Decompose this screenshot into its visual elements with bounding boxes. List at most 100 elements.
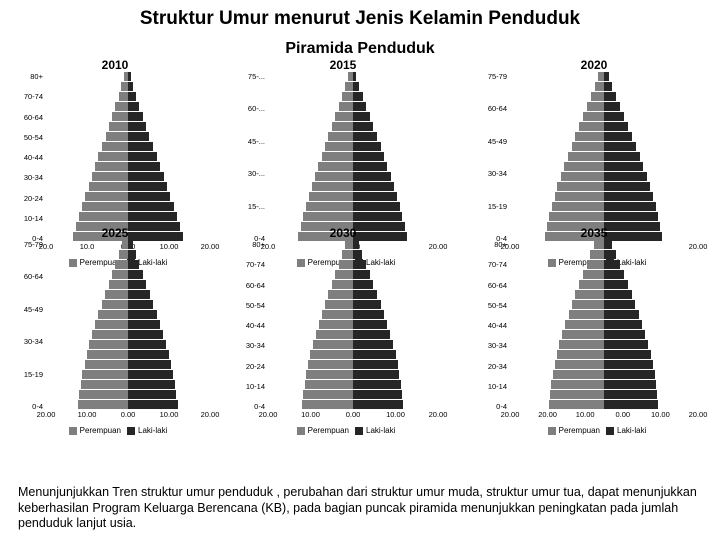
x-axis-label: 0.00 <box>346 410 361 419</box>
bar-female <box>339 260 353 269</box>
y-axis-label: 75-79 <box>10 240 43 250</box>
bar-female <box>325 300 353 309</box>
bar-male <box>604 260 620 269</box>
bar-male <box>128 320 160 329</box>
bar-male <box>604 152 640 161</box>
bar-male <box>353 310 384 319</box>
bar-female <box>557 350 604 359</box>
bar-male <box>604 400 658 409</box>
bar-male <box>353 400 403 409</box>
bar-male <box>604 340 648 349</box>
y-axis-label: 30-34 <box>238 341 265 351</box>
y-axis-label: 80+ <box>238 240 265 250</box>
bar-male <box>128 250 136 259</box>
y-axis-label: 40-44 <box>238 321 265 331</box>
bar-female <box>569 310 604 319</box>
y-axis-label: 30-34 <box>10 337 43 347</box>
bar-female <box>119 92 128 101</box>
pyramid-plot: 80+70-7460-6450-5440-4430-3420-3410-140-… <box>480 240 708 410</box>
pyramid-plot: 80+70-7460-6450-5440-4430-3420-2410-140-… <box>10 72 220 242</box>
legend-label-male: Laki-laki <box>366 426 395 435</box>
y-axis-label: 60-64 <box>480 281 507 291</box>
bar-female <box>306 202 353 211</box>
bar-male <box>353 152 384 161</box>
bar-male <box>128 350 169 359</box>
y-axis-label: 70-74 <box>480 260 507 270</box>
bar-male <box>128 72 131 81</box>
bar-female <box>87 350 128 359</box>
bar-male <box>604 112 624 121</box>
y-axis-label: 20-24 <box>238 362 265 372</box>
bar-male <box>353 300 381 309</box>
bar-female <box>332 122 353 131</box>
bar-female <box>115 102 128 111</box>
bar-female <box>109 280 128 289</box>
bar-male <box>353 320 387 329</box>
bar-male <box>353 270 370 279</box>
bar-female <box>564 162 604 171</box>
pyramid-title: 2015 <box>238 58 448 72</box>
bar-female <box>319 320 353 329</box>
bar-female <box>95 162 128 171</box>
y-axis-label: 10-14 <box>238 382 265 392</box>
bar-female <box>309 192 353 201</box>
page-subtitle: Piramida Penduduk <box>0 40 720 58</box>
y-axis-label: 60-64 <box>480 104 507 114</box>
pyramid-y2010: 201080+70-7460-6450-5440-4430-3420-2410-… <box>10 58 220 206</box>
bar-female <box>342 92 353 101</box>
bar-male <box>128 300 153 309</box>
pyramid-title: 2020 <box>480 58 708 72</box>
pyramid-title: 2025 <box>10 226 220 240</box>
pyramid-y2030: 203080+70-7460-6450-5440-4430-3420-2410-… <box>238 226 448 374</box>
bar-female <box>575 290 604 299</box>
x-axis-label: 10.00 <box>160 410 179 419</box>
legend-label-male: Laki-laki <box>617 426 646 435</box>
bar-male <box>353 72 356 81</box>
y-axis-label: 60-... <box>238 104 265 114</box>
bar-male <box>604 72 609 81</box>
bar-male <box>128 370 173 379</box>
pyramid-plot: 75-7960-6445-4930-3415-190-4 <box>10 240 220 410</box>
bar-male <box>128 380 175 389</box>
bar-female <box>310 350 353 359</box>
y-axis-label: 40-44 <box>480 321 507 331</box>
bar-male <box>353 280 373 289</box>
bar-male <box>128 390 176 399</box>
bar-female <box>121 82 128 91</box>
bar-female <box>316 330 353 339</box>
y-axis-label: 45-49 <box>10 305 43 315</box>
bar-female <box>105 290 128 299</box>
bar-male <box>353 390 402 399</box>
bar-female <box>559 340 604 349</box>
x-axis-label: 20.00 <box>259 410 278 419</box>
bar-male <box>128 280 146 289</box>
bar-female <box>553 370 604 379</box>
bar-female <box>572 142 604 151</box>
bar-female <box>595 82 604 91</box>
y-axis-label: 80+ <box>480 240 507 250</box>
description-text: Menunjunjukkan Tren struktur umur pendud… <box>18 485 702 532</box>
bar-male <box>353 330 390 339</box>
y-axis-label: 50-54 <box>480 301 507 311</box>
bar-male <box>604 142 636 151</box>
bar-female <box>342 250 353 259</box>
x-axis: 20.0010.000.0010.0020.00 <box>10 410 220 422</box>
bar-male <box>128 290 150 299</box>
y-axis-label: 60-64 <box>10 272 43 282</box>
bar-male <box>128 162 160 171</box>
bar-female <box>98 310 128 319</box>
bar-male <box>128 270 143 279</box>
bar-female <box>550 390 604 399</box>
pyramid-plot: 75-7960-6445-4930-3415-190-4 <box>480 72 708 242</box>
bar-female <box>92 172 128 181</box>
bar-female <box>303 212 353 221</box>
y-axis-label: 45-... <box>238 137 265 147</box>
legend: PerempuanLaki-laki <box>480 426 708 435</box>
bar-female <box>305 380 353 389</box>
pyramid-title: 2035 <box>480 226 708 240</box>
bar-male <box>604 310 639 319</box>
bar-male <box>604 360 653 369</box>
bar-female <box>583 112 604 121</box>
bar-female <box>561 172 604 181</box>
legend-swatch-female <box>297 427 305 435</box>
